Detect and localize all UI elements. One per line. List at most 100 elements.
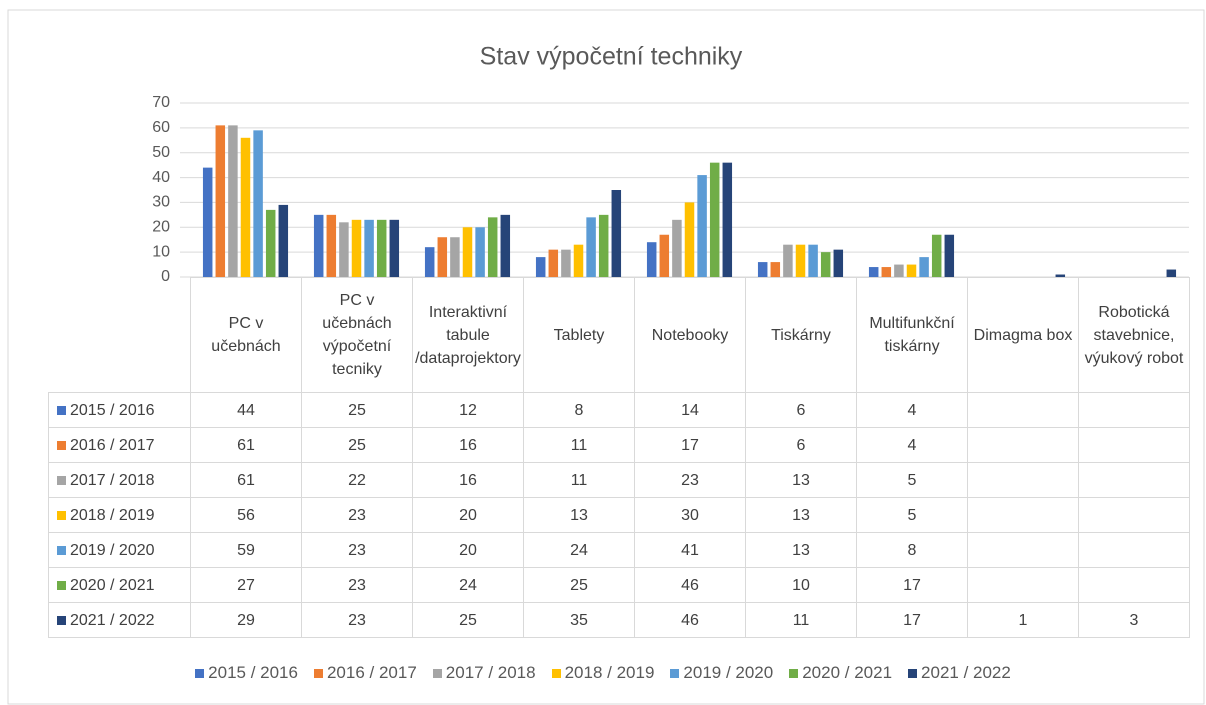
series-name: 2018 / 2019 bbox=[70, 506, 155, 524]
legend-key bbox=[57, 545, 66, 555]
table-value bbox=[1078, 427, 1190, 463]
table-value: 27 bbox=[190, 567, 302, 603]
table-value: 13 bbox=[745, 532, 857, 568]
table-value: 4 bbox=[856, 392, 968, 428]
chart-title: Stav výpočetní techniky bbox=[480, 43, 743, 71]
y-tick-label: 0 bbox=[161, 268, 170, 285]
bar bbox=[228, 125, 238, 277]
table-value: 61 bbox=[190, 462, 302, 498]
table-value: 23 bbox=[301, 497, 413, 533]
table-value bbox=[1078, 462, 1190, 498]
table-value: 41 bbox=[634, 532, 746, 568]
category-header: Dimagma box bbox=[967, 277, 1079, 393]
table-value: 59 bbox=[190, 532, 302, 568]
bar bbox=[500, 214, 511, 277]
bar bbox=[1166, 269, 1177, 277]
legend-key bbox=[57, 510, 66, 520]
series-name: 2019 / 2020 bbox=[70, 541, 155, 559]
legend-key bbox=[57, 475, 66, 485]
y-tick-label: 70 bbox=[152, 94, 170, 111]
table-value: 6 bbox=[745, 392, 857, 428]
category-header: Interaktivní tabule /dataprojektory bbox=[412, 277, 524, 393]
table-value: 24 bbox=[412, 567, 524, 603]
legend-item: 2018 / 2019 bbox=[551, 663, 654, 683]
bar bbox=[253, 130, 263, 277]
legend-label: 2020 / 2021 bbox=[802, 663, 893, 682]
legend-key bbox=[670, 669, 680, 678]
category-header: PC v učebnách výpočetní tecniky bbox=[301, 277, 413, 393]
bar bbox=[944, 234, 955, 277]
series-name: 2015 / 2016 bbox=[70, 401, 155, 419]
bar bbox=[586, 217, 596, 277]
table-value bbox=[1078, 497, 1190, 533]
table-value: 24 bbox=[523, 532, 635, 568]
table-value: 20 bbox=[412, 532, 524, 568]
bar bbox=[770, 262, 781, 277]
bar bbox=[339, 222, 349, 277]
y-tick-label: 30 bbox=[152, 194, 170, 211]
bar bbox=[424, 247, 435, 277]
bar bbox=[573, 244, 584, 277]
table-value bbox=[967, 462, 1079, 498]
bar bbox=[833, 249, 844, 277]
y-tick-label: 40 bbox=[152, 169, 170, 186]
table-value: 46 bbox=[634, 567, 746, 603]
table-value: 25 bbox=[301, 392, 413, 428]
bar bbox=[868, 267, 879, 277]
legend-key bbox=[57, 580, 66, 590]
bar bbox=[475, 227, 485, 277]
table-value: 22 bbox=[301, 462, 413, 498]
table-value: 14 bbox=[634, 392, 746, 428]
bar bbox=[265, 209, 276, 277]
bar bbox=[894, 264, 904, 277]
table-value: 23 bbox=[301, 567, 413, 603]
table-value: 16 bbox=[412, 427, 524, 463]
legend-key bbox=[57, 440, 66, 450]
series-label: 2015 / 2016 bbox=[48, 392, 191, 428]
y-tick-label: 10 bbox=[152, 243, 170, 260]
legend-label: 2015 / 2016 bbox=[208, 663, 298, 682]
bar bbox=[313, 214, 324, 277]
legend-item: 2020 / 2021 bbox=[789, 663, 892, 683]
legend-label: 2017 / 2018 bbox=[445, 663, 536, 682]
legend-item: 2021 / 2022 bbox=[908, 663, 1011, 683]
bar bbox=[376, 219, 387, 277]
table-value bbox=[967, 392, 1079, 428]
bar bbox=[672, 219, 682, 277]
table-value: 5 bbox=[856, 462, 968, 498]
table-value: 5 bbox=[856, 497, 968, 533]
bar bbox=[931, 234, 942, 277]
legend-key bbox=[908, 669, 918, 678]
bar bbox=[462, 227, 473, 277]
table-value: 13 bbox=[745, 497, 857, 533]
table-value: 10 bbox=[745, 567, 857, 603]
bar bbox=[598, 214, 609, 277]
table-value: 23 bbox=[301, 532, 413, 568]
table-value: 6 bbox=[745, 427, 857, 463]
legend-item: 2016 / 2017 bbox=[313, 663, 417, 683]
legend-key bbox=[195, 669, 205, 678]
table-value: 23 bbox=[634, 462, 746, 498]
table-value: 35 bbox=[523, 602, 635, 638]
table-value: 44 bbox=[190, 392, 302, 428]
bar bbox=[757, 262, 768, 277]
table-value: 11 bbox=[523, 427, 635, 463]
series-label: 2020 / 2021 bbox=[48, 567, 191, 603]
table-value: 4 bbox=[856, 427, 968, 463]
table-value: 8 bbox=[856, 532, 968, 568]
bar bbox=[795, 244, 806, 277]
category-header: Multifunkční tiskárny bbox=[856, 277, 968, 393]
legend: 2015 / 2016 2016 / 2017 2017 / 2018 2018 / … bbox=[0, 663, 1206, 683]
bar bbox=[487, 217, 498, 277]
table-value: 1 bbox=[967, 602, 1079, 638]
table-value bbox=[967, 567, 1079, 603]
table-value: 3 bbox=[1078, 602, 1190, 638]
table-value bbox=[1078, 392, 1190, 428]
table-value: 61 bbox=[190, 427, 302, 463]
bar bbox=[278, 204, 289, 277]
table-value: 56 bbox=[190, 497, 302, 533]
table-value: 30 bbox=[634, 497, 746, 533]
bar bbox=[202, 167, 213, 277]
bar bbox=[437, 237, 448, 277]
bar bbox=[709, 162, 720, 277]
